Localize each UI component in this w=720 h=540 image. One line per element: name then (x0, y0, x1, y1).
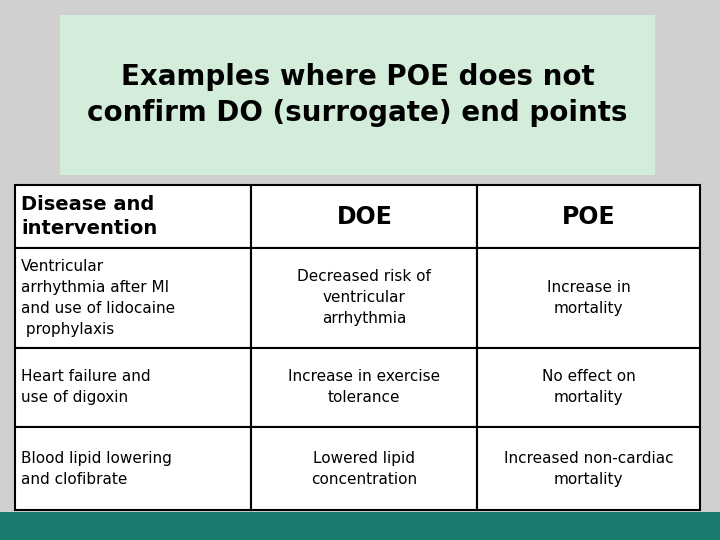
Bar (60, 15, 655, 175)
Text: Lowered lipid
concentration: Lowered lipid concentration (311, 450, 418, 487)
Text: Blood lipid lowering
and clofibrate: Blood lipid lowering and clofibrate (21, 450, 172, 487)
Text: Increased non-cardiac
mortality: Increased non-cardiac mortality (504, 450, 673, 487)
Text: Heart failure and
use of digoxin: Heart failure and use of digoxin (21, 369, 150, 406)
Bar (15, 185, 251, 248)
Text: Increase in exercise
tolerance: Increase in exercise tolerance (288, 369, 441, 406)
Bar (15, 427, 251, 510)
Text: Ventricular
arrhythmia after MI
and use of lidocaine
 prophylaxis: Ventricular arrhythmia after MI and use … (21, 259, 175, 337)
Bar (477, 185, 700, 248)
Text: Disease and
intervention: Disease and intervention (21, 195, 157, 238)
Bar (251, 348, 477, 427)
Text: Decreased risk of
ventricular
arrhythmia: Decreased risk of ventricular arrhythmia (297, 269, 431, 327)
Text: Increase in
mortality: Increase in mortality (546, 280, 631, 316)
Bar (477, 248, 700, 348)
Bar (15, 248, 251, 348)
Text: POE: POE (562, 205, 616, 228)
Bar (15, 348, 251, 427)
Bar (251, 427, 477, 510)
Bar (0, 512, 720, 540)
Bar (477, 427, 700, 510)
Text: DOE: DOE (336, 205, 392, 228)
Text: No effect on
mortality: No effect on mortality (542, 369, 636, 406)
Bar (251, 185, 477, 248)
Bar (251, 248, 477, 348)
Bar (477, 348, 700, 427)
Text: Examples where POE does not
confirm DO (surrogate) end points: Examples where POE does not confirm DO (… (87, 63, 628, 127)
